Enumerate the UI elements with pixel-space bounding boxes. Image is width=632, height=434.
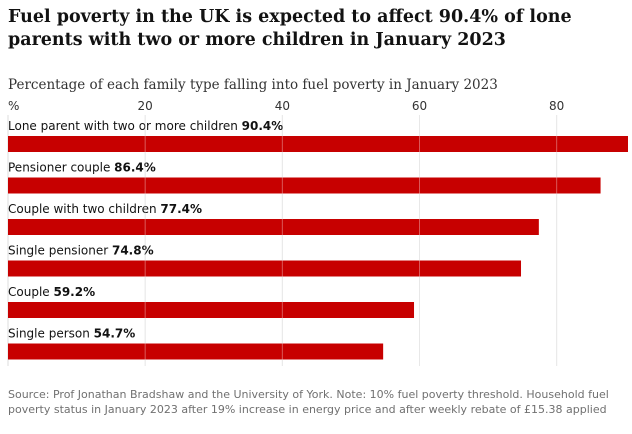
bar (8, 302, 415, 318)
value-label: 54.7% (94, 327, 136, 341)
value-label: 86.4% (114, 161, 156, 175)
source-note: Source: Prof Jonathan Bradshaw and the U… (8, 388, 609, 416)
bar-chart: % 20 40 60 80 Lone parent with two or more c… (7, 99, 628, 366)
gridlines (7, 115, 558, 366)
category-label: Single pensioner 74.8% (8, 244, 154, 258)
value-label: 90.4% (242, 119, 284, 133)
bars: Lone parent with two or more children 90… (8, 115, 628, 366)
value-label: 77.4% (160, 202, 202, 216)
category-label: Single person 54.7% (8, 327, 135, 341)
tick-label: 20 (138, 99, 153, 113)
category-label: Pensioner couple 86.4% (8, 161, 156, 175)
bar (8, 260, 522, 277)
category-label: Couple 59.2% (8, 285, 95, 299)
category-label: Lone parent with two or more children 90… (8, 119, 283, 133)
axis-unit-label: % (8, 99, 19, 113)
chart-title: Fuel poverty in the UK is expected to af… (8, 7, 572, 50)
tick-label: 40 (275, 99, 290, 113)
chart-subtitle: Percentage of each family type falling i… (8, 77, 498, 93)
axis-ticks: % 20 40 60 80 (8, 99, 564, 113)
value-label: 74.8% (112, 244, 154, 258)
bar (8, 136, 628, 152)
bar (8, 219, 539, 235)
value-label: 59.2% (53, 285, 95, 299)
bar (8, 177, 601, 194)
tick-label: 60 (412, 99, 427, 113)
bar (8, 343, 384, 360)
category-label: Couple with two children 77.4% (8, 202, 202, 216)
tick-label: 80 (549, 99, 564, 113)
